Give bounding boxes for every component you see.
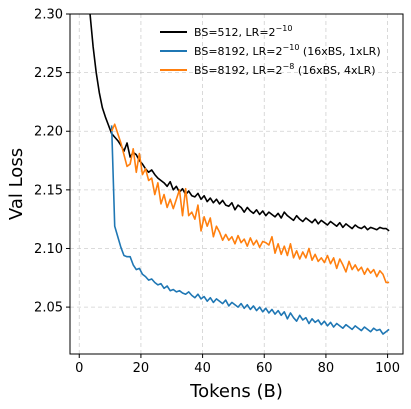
series-line-2 <box>110 125 390 335</box>
y-tick-label: 2.05 <box>34 301 63 316</box>
gridlines <box>70 13 403 354</box>
x-tick-label: 20 <box>133 361 150 376</box>
x-tick-label: 0 <box>75 361 83 376</box>
y-tick-label: 2.20 <box>34 125 63 140</box>
x-tick-label: 60 <box>256 361 273 376</box>
y-tick-label: 2.30 <box>34 8 63 23</box>
legend-label-3: BS=8192, LR=2−8 (16xBS, 4xLR) <box>194 62 376 77</box>
series-lines <box>89 14 390 335</box>
legend-label-2: BS=8192, LR=2−10 (16xBS, 1xLR) <box>194 43 381 58</box>
x-tick-label: 40 <box>194 361 211 376</box>
legend-label-1: BS=512, LR=2−10 <box>194 24 292 39</box>
y-tick-label: 2.10 <box>34 242 63 257</box>
series-line-3 <box>110 123 390 284</box>
x-tick-label: 100 <box>375 361 400 376</box>
axis-ticks: 0 20 40 60 80 100 2.05 2.10 2.15 2.20 2.25 2.30 <box>34 8 400 377</box>
plot-frame <box>69 13 404 355</box>
y-tick-label: 2.25 <box>34 66 63 81</box>
x-axis-title: Tokens (B) <box>189 381 283 402</box>
y-axis-title: Val Loss <box>6 148 27 220</box>
legend: BS=512, LR=2−10 BS=8192, LR=2−10 (16xBS, … <box>160 24 381 77</box>
y-tick-label: 2.15 <box>34 183 63 198</box>
x-tick-label: 80 <box>318 361 335 376</box>
